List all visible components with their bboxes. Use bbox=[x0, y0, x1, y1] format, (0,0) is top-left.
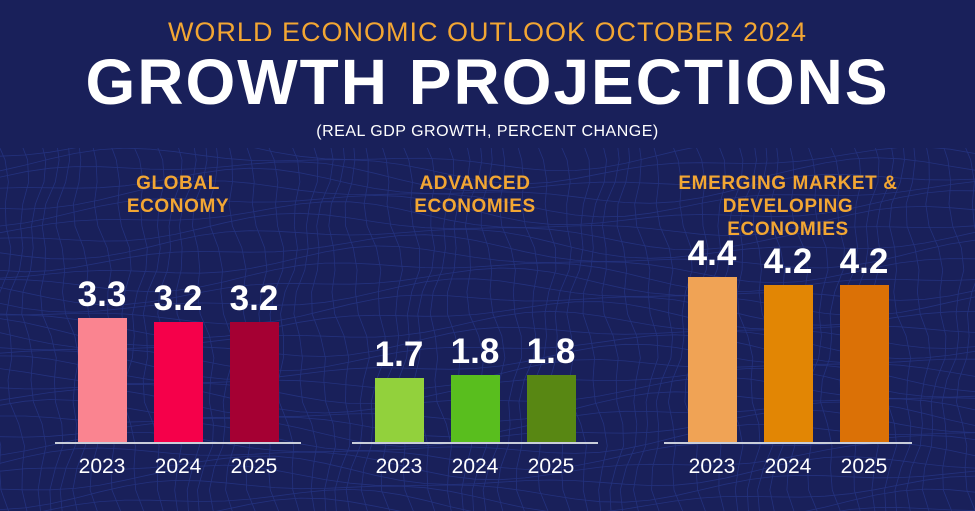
year-labels: 2023 2024 2025 bbox=[352, 455, 598, 479]
group-header-global-economy: GLOBAL ECONOMY bbox=[55, 172, 301, 224]
bar-advanced-2024: 1.8 bbox=[450, 332, 500, 442]
page-title: GROWTH PROJECTIONS bbox=[85, 46, 890, 118]
group-title: EMERGING MARKET & DEVELOPING ECONOMIES bbox=[678, 173, 898, 241]
year-label: 2025 bbox=[230, 455, 278, 478]
bar-value-label: 3.3 bbox=[77, 275, 127, 315]
year-labels: 2023 2024 2025 bbox=[664, 455, 912, 479]
bar-value-label: 3.2 bbox=[153, 279, 203, 318]
bar-emerging-2025: 4.2 bbox=[839, 242, 889, 442]
bar-advanced-2023: 1.7 bbox=[374, 335, 424, 442]
year-labels: 2023 2024 2025 bbox=[55, 455, 301, 479]
bar-value-label: 4.2 bbox=[839, 241, 889, 281]
chart-group-global-economy: GLOBAL ECONOMY 3.3 3.2 3.2 2023 2024 202… bbox=[55, 172, 301, 479]
chart-group-advanced-economies: ADVANCED ECONOMIES 1.7 1.8 1.8 2023 2024… bbox=[352, 172, 598, 479]
bar-emerging-2024: 4.2 bbox=[763, 242, 813, 442]
bars-emerging-economies: 4.4 4.2 4.2 bbox=[664, 224, 912, 442]
bar-global-2025: 3.2 bbox=[229, 279, 279, 442]
group-title: GLOBAL ECONOMY bbox=[126, 173, 230, 218]
bar-emerging-2023: 4.4 bbox=[687, 234, 737, 442]
group-title: ADVANCED ECONOMIES bbox=[414, 173, 536, 218]
bar-value-label: 1.8 bbox=[450, 331, 500, 371]
group-header-advanced-economies: ADVANCED ECONOMIES bbox=[352, 172, 598, 224]
bar-value-label: 1.7 bbox=[374, 335, 424, 375]
year-label: 2025 bbox=[840, 455, 888, 478]
page-subtitle: (REAL GDP GROWTH, PERCENT CHANGE) bbox=[316, 123, 659, 140]
year-label: 2023 bbox=[78, 455, 126, 478]
year-label: 2024 bbox=[764, 455, 812, 478]
header: WORLD ECONOMIC OUTLOOK OCTOBER 2024 GROW… bbox=[0, 0, 975, 141]
chart-group-emerging-economies: EMERGING MARKET & DEVELOPING ECONOMIES 4… bbox=[664, 172, 912, 479]
group-header-emerging-economies: EMERGING MARKET & DEVELOPING ECONOMIES bbox=[664, 172, 912, 240]
year-label: 2024 bbox=[154, 455, 202, 478]
bar-advanced-2025: 1.8 bbox=[526, 332, 576, 442]
year-label: 2025 bbox=[527, 455, 575, 478]
axis-baseline bbox=[55, 442, 301, 444]
bar-global-2023: 3.3 bbox=[77, 275, 127, 442]
bar-value-label: 4.2 bbox=[763, 241, 813, 281]
year-label: 2024 bbox=[451, 455, 499, 478]
year-label: 2023 bbox=[375, 455, 423, 478]
year-label: 2023 bbox=[688, 455, 736, 478]
bars-advanced-economies: 1.7 1.8 1.8 bbox=[352, 224, 598, 442]
bar-value-label: 3.2 bbox=[229, 279, 279, 318]
axis-baseline bbox=[352, 442, 598, 444]
bars-global-economy: 3.3 3.2 3.2 bbox=[55, 224, 301, 442]
axis-baseline bbox=[664, 442, 912, 444]
bar-global-2024: 3.2 bbox=[153, 279, 203, 442]
bar-value-label: 1.8 bbox=[526, 331, 576, 371]
report-kicker: WORLD ECONOMIC OUTLOOK OCTOBER 2024 bbox=[167, 17, 808, 47]
bar-value-label: 4.4 bbox=[687, 234, 737, 273]
